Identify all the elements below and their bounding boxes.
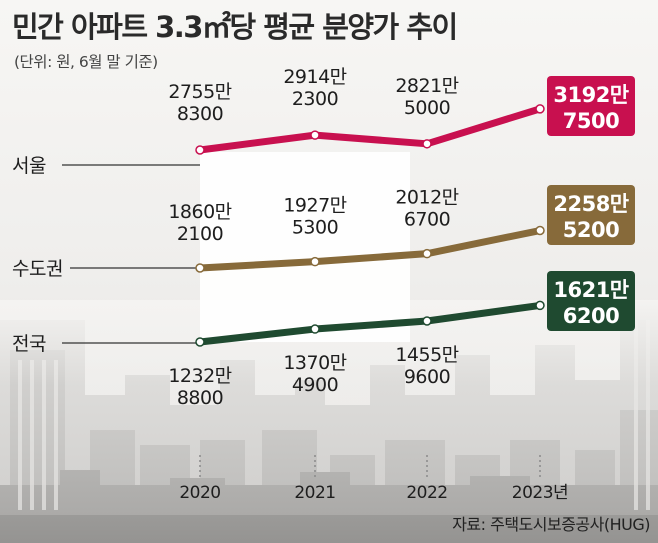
data-label-seoul: 2914만: [283, 66, 346, 88]
data-point-seoul: [310, 130, 320, 140]
data-label-metro: 5300: [292, 217, 338, 239]
latest-value-label-seoul: 7500: [563, 109, 619, 133]
unit-note: (단위: 원, 6월 말 기준): [14, 53, 158, 71]
series-label-seoul: 서울: [12, 155, 46, 177]
latest-value-box-seoul: [547, 76, 635, 136]
data-label-seoul: 2755만: [168, 81, 231, 103]
data-point-metro: [310, 256, 320, 267]
x-tick-label: 2021: [294, 483, 335, 503]
latest-value-box-metro: [547, 185, 635, 245]
latest-value-box-national: [547, 271, 635, 331]
data-label-national: 8800: [177, 387, 223, 409]
data-point-metro: [422, 248, 432, 259]
series-label-national: 전국: [12, 333, 46, 355]
data-point-national: [195, 337, 205, 347]
series-line-seoul: [196, 105, 544, 154]
data-point-national: [310, 324, 320, 334]
data-label-national: 9600: [404, 366, 450, 388]
x-tick-label: 2022: [406, 483, 447, 503]
series-label-metro: 수도권: [12, 258, 63, 280]
data-label-seoul: 5000: [404, 97, 450, 119]
latest-value-label-national: 1621만: [553, 278, 628, 302]
data-label-metro: 1927만: [283, 195, 346, 217]
data-point-seoul: [422, 139, 432, 149]
data-point-national: [535, 300, 545, 311]
source-note: 자료: 주택도시보증공사(HUG): [452, 515, 650, 534]
latest-value-label-metro: 2258만: [553, 192, 628, 216]
latest-value-label-national: 6200: [563, 304, 619, 328]
series-line-metro: [196, 227, 544, 272]
x-tick-label: 2023년: [512, 483, 568, 503]
data-label-national: 1370만: [283, 352, 346, 374]
chart-title: 민간 아파트 3.3㎡당 평균 분양가 추이: [12, 10, 458, 44]
data-label-seoul: 2821만: [395, 75, 458, 97]
data-label-metro: 6700: [404, 209, 450, 231]
latest-value-label-seoul: 3192만: [553, 83, 628, 107]
data-label-national: 1232만: [168, 365, 231, 387]
data-label-metro: 2012만: [395, 187, 458, 209]
latest-value-label-metro: 5200: [563, 218, 619, 242]
data-label-metro: 2100: [177, 223, 223, 245]
data-label-seoul: 2300: [292, 88, 338, 110]
highlight-panel: [200, 152, 410, 342]
data-label-national: 1455만: [395, 344, 458, 366]
data-point-seoul: [535, 104, 545, 114]
data-point-seoul: [195, 145, 205, 155]
data-point-metro: [535, 225, 545, 236]
series-line-national: [196, 301, 544, 346]
data-label-metro: 1860만: [168, 201, 231, 223]
data-point-metro: [195, 263, 205, 273]
data-point-national: [422, 316, 432, 326]
data-label-national: 4900: [292, 374, 338, 396]
x-tick-label: 2020: [179, 483, 220, 503]
data-label-seoul: 8300: [177, 103, 223, 125]
